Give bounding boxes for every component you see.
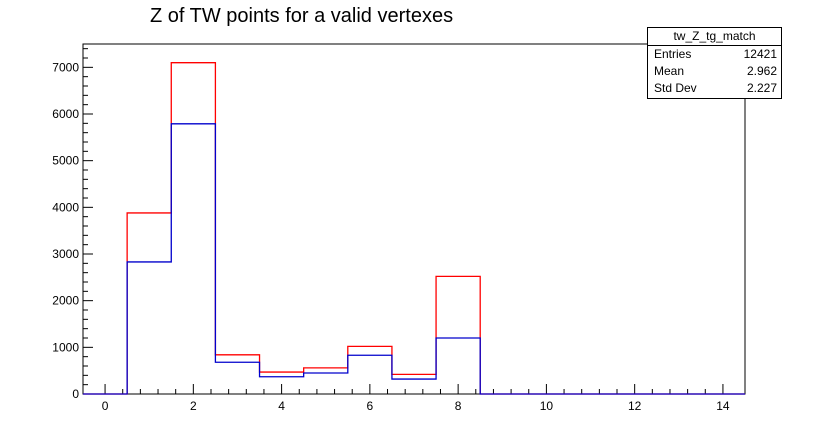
histogram-series-red bbox=[83, 62, 745, 395]
stats-label-mean: Mean bbox=[654, 64, 685, 78]
x-tick-label: 0 bbox=[102, 399, 109, 413]
chart-title: Z of TW points for a valid vertexes bbox=[150, 5, 454, 27]
stats-row-stddev: Std Dev 2.227 bbox=[648, 80, 781, 97]
x-tick-label: 10 bbox=[540, 399, 554, 413]
y-tick-label: 3000 bbox=[52, 247, 79, 261]
stats-row-mean: Mean 2.962 bbox=[648, 63, 781, 80]
x-tick-label: 4 bbox=[278, 399, 285, 413]
x-tick-label: 14 bbox=[716, 399, 730, 413]
stats-value-entries: 12421 bbox=[743, 47, 777, 61]
y-tick-label: 5000 bbox=[52, 154, 79, 168]
x-tick-label: 2 bbox=[190, 399, 197, 413]
plot-frame bbox=[82, 43, 746, 395]
stats-value-mean: 2.962 bbox=[746, 64, 777, 78]
stats-label-stddev: Std Dev bbox=[654, 81, 697, 95]
y-tick-label: 2000 bbox=[52, 294, 79, 308]
y-tick-label: 7000 bbox=[52, 60, 79, 74]
stats-value-stddev: 2.227 bbox=[746, 81, 777, 95]
stats-box-title: tw_Z_tg_match bbox=[648, 28, 781, 46]
histogram-series-blue bbox=[83, 123, 745, 395]
stats-row-entries: Entries 12421 bbox=[648, 46, 781, 63]
y-tick-label: 1000 bbox=[52, 340, 79, 354]
y-tick-label: 0 bbox=[72, 387, 79, 401]
x-tick-label: 12 bbox=[628, 399, 642, 413]
x-tick-label: 8 bbox=[455, 399, 462, 413]
y-tick-label: 4000 bbox=[52, 200, 79, 214]
x-tick-label: 6 bbox=[367, 399, 374, 413]
stats-box: tw_Z_tg_match Entries 12421 Mean 2.962 S… bbox=[647, 27, 782, 99]
stats-label-entries: Entries bbox=[654, 47, 692, 61]
y-tick-label: 6000 bbox=[52, 107, 79, 121]
